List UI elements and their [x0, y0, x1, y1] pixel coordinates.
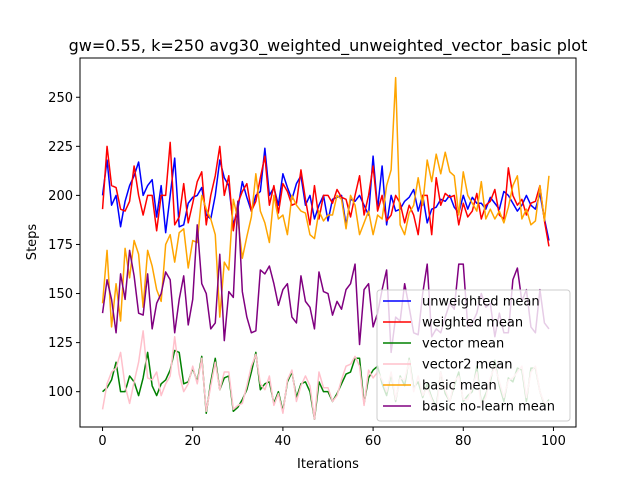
x-tick-label-5: 100	[541, 434, 566, 449]
y-tick-label-4: 200	[48, 189, 73, 204]
y-tick-label-0: 100	[48, 385, 73, 400]
legend-label-3: vector2 mean	[422, 358, 513, 373]
x-axis: 0 20 40 60 80 100	[98, 427, 566, 449]
x-tick-label-0: 0	[98, 434, 106, 449]
y-tick-label-6: 250	[48, 91, 73, 106]
y-tick-label-2: 150	[48, 287, 73, 302]
plot-frame	[79, 57, 577, 428]
y-axis: 100 125 150 175 200 225 250	[48, 91, 80, 400]
series-line-0	[101, 147, 550, 241]
y-axis-label: Steps	[25, 224, 40, 261]
x-tick-label-1: 20	[184, 434, 201, 449]
x-axis-label: Iterations	[297, 457, 359, 472]
series-layer	[101, 76, 550, 420]
legend-label-1: weighted mean	[422, 316, 523, 331]
legend-label-4: basic mean	[422, 379, 497, 394]
series-line-4	[101, 76, 550, 328]
y-tick-label-5: 225	[48, 140, 73, 155]
series-line-1	[101, 141, 550, 247]
x-tick-label-2: 40	[275, 434, 292, 449]
legend-label-2: vector mean	[422, 337, 504, 352]
chart-title: gw=0.55, k=250 avg30_weighted_unweighted…	[69, 36, 588, 56]
x-tick-label-4: 80	[455, 434, 472, 449]
x-tick-label-3: 60	[365, 434, 382, 449]
legend-label-5: basic no-learn mean	[422, 400, 555, 415]
legend: unweighted mean weighted mean vector mean v…	[376, 289, 571, 422]
y-tick-label-3: 175	[48, 238, 73, 253]
legend-label-0: unweighted mean	[422, 295, 540, 310]
y-tick-label-1: 125	[48, 336, 73, 351]
legend-box	[376, 289, 571, 422]
